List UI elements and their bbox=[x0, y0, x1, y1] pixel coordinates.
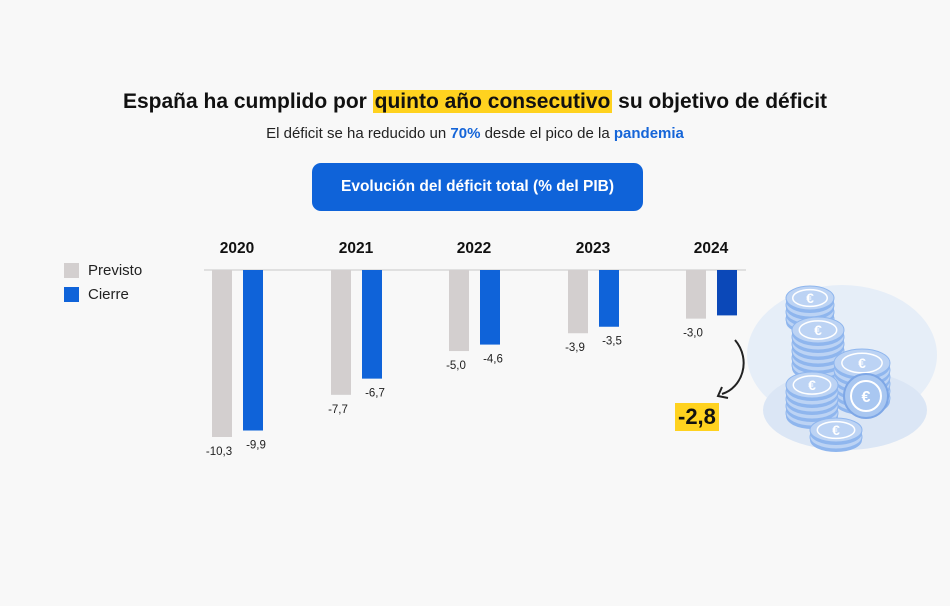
bar-cierre-2020 bbox=[243, 270, 263, 431]
bar-cierre-2024 bbox=[717, 270, 737, 316]
subtitle-percentage: 70% bbox=[450, 125, 481, 142]
bars-group: 2020 -10,3 -9,9 2021 -7,7 -6,7 2022 -5,0 -4,6 202… bbox=[206, 240, 737, 458]
data-label-cierre-2021: -6,7 bbox=[365, 388, 385, 400]
data-label-previsto-2021: -7,7 bbox=[328, 404, 348, 416]
coin-stacks: €€€€€€ bbox=[785, 285, 891, 452]
data-label-cierre-2023: -3,5 bbox=[602, 336, 622, 348]
chart-title: Evolución del déficit total (% del PIB) bbox=[341, 178, 614, 195]
chart-title-box: Evolución del déficit total (% del PIB) bbox=[312, 163, 643, 211]
data-label-cierre-2022: -4,6 bbox=[483, 354, 503, 366]
bar-cierre-2023 bbox=[599, 270, 619, 327]
legend-label-cierre: Cierre bbox=[88, 286, 129, 303]
bar-cierre-2021 bbox=[362, 270, 382, 379]
arrow-head-icon bbox=[716, 386, 729, 399]
category-label-2020: 2020 bbox=[220, 240, 254, 257]
coin-stack-5: € bbox=[809, 417, 863, 452]
category-label-2021: 2021 bbox=[339, 240, 374, 257]
page-title: España ha cumplido por quinto año consec… bbox=[0, 90, 950, 114]
bar-cierre-2022 bbox=[480, 270, 500, 345]
title-post: su objetivo de déficit bbox=[612, 90, 828, 113]
category-label-2022: 2022 bbox=[457, 240, 491, 257]
data-label-previsto-2020: -10,3 bbox=[206, 446, 232, 458]
coin-front: € bbox=[843, 373, 889, 419]
coins-illustration: €€€€€€ bbox=[747, 285, 937, 452]
title-pre: España ha cumplido por bbox=[122, 90, 373, 113]
highlight-value: -2,8 bbox=[675, 403, 719, 431]
bar-previsto-2022 bbox=[449, 270, 469, 352]
legend-item-cierre: Cierre bbox=[64, 286, 129, 303]
data-label-cierre-2020: -9,9 bbox=[246, 440, 266, 452]
category-label-2023: 2023 bbox=[576, 240, 611, 257]
data-label-previsto-2022: -5,0 bbox=[446, 360, 466, 372]
bar-previsto-2023 bbox=[568, 270, 588, 334]
legend-item-previsto: Previsto bbox=[64, 262, 142, 279]
subtitle-pre: El déficit se ha reducido un bbox=[266, 125, 451, 142]
data-label-previsto-2023: -3,9 bbox=[565, 342, 585, 354]
title-highlight: quinto año consecutivo bbox=[372, 90, 613, 113]
bar-previsto-2024 bbox=[686, 270, 706, 319]
subtitle-keyword: pandemia bbox=[613, 125, 684, 142]
svg-text:€: € bbox=[806, 290, 814, 306]
svg-text:€: € bbox=[814, 322, 822, 338]
data-label-previsto-2024: -3,0 bbox=[683, 328, 703, 340]
bar-previsto-2021 bbox=[331, 270, 351, 395]
legend-label-previsto: Previsto bbox=[88, 262, 143, 279]
legend-swatch-previsto bbox=[64, 263, 79, 278]
category-label-2024: 2024 bbox=[694, 240, 729, 257]
svg-text:€: € bbox=[858, 355, 866, 371]
curved-arrow-icon bbox=[721, 339, 745, 395]
page-subtitle: El déficit se ha reducido un 70% desde e… bbox=[0, 125, 950, 142]
svg-text:€: € bbox=[808, 377, 816, 393]
legend-swatch-cierre bbox=[64, 287, 79, 302]
bar-previsto-2020 bbox=[212, 270, 232, 437]
subtitle-mid: desde el pico de la bbox=[480, 125, 614, 142]
svg-text:€: € bbox=[832, 422, 840, 438]
svg-text:€: € bbox=[862, 389, 871, 406]
